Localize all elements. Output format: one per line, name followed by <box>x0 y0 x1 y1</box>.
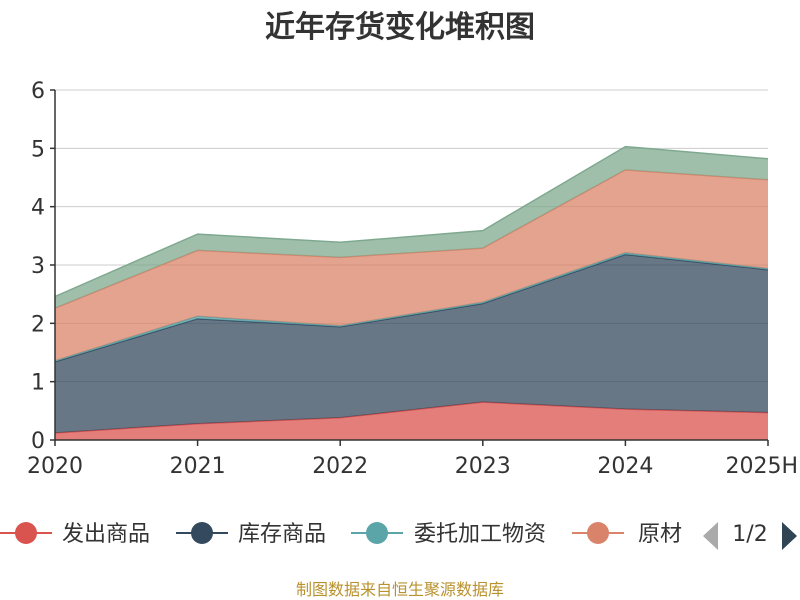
legend-item-label[interactable]: 发出商品 <box>62 522 150 547</box>
triangle-left-icon[interactable] <box>703 522 718 550</box>
axes: 0 1 2 3 4 5 6 2020 2021 2022 2023 2024 2025H <box>27 79 798 479</box>
area-series-4 <box>55 146 768 309</box>
y-tick-label: 3 <box>31 254 45 279</box>
area-series-0 <box>55 402 768 440</box>
y-tick-label: 4 <box>31 196 45 221</box>
y-tick-label: 5 <box>31 137 45 162</box>
x-tick-label: 2021 <box>170 454 226 479</box>
chart-title: 近年存货变化堆积图 <box>265 10 535 45</box>
legend-swatch-marker <box>587 522 609 544</box>
legend-swatch-marker <box>191 522 213 544</box>
legend-item-label[interactable]: 委托加工物资 <box>414 522 546 547</box>
area-series-1 <box>55 254 768 433</box>
y-tick-label: 2 <box>31 312 45 337</box>
x-tick-label: 2022 <box>312 454 368 479</box>
x-tick-label: 2024 <box>597 454 653 479</box>
x-tick-label: 2020 <box>27 454 83 479</box>
legend: 发出商品 库存商品 委托加工物资 原材 1/2 <box>0 522 797 550</box>
y-tick-label: 1 <box>31 371 45 396</box>
triangle-right-icon[interactable] <box>782 522 797 550</box>
area-series-3 <box>55 169 768 361</box>
legend-item-label[interactable]: 库存商品 <box>238 522 326 547</box>
footer-source: 制图数据来自恒生聚源数据库 <box>296 580 504 599</box>
y-tick-label: 6 <box>31 79 45 104</box>
x-tick-label: 2025H <box>725 454 798 479</box>
legend-item-label[interactable]: 原材 <box>638 522 682 547</box>
series-areas <box>54 145 769 440</box>
x-tick-label: 2023 <box>455 454 511 479</box>
legend-swatch-marker <box>366 522 388 544</box>
y-tick-label: 0 <box>31 429 45 454</box>
area-line-4 <box>54 145 769 298</box>
legend-swatch-marker <box>15 522 37 544</box>
legend-page-indicator: 1/2 <box>732 522 767 547</box>
